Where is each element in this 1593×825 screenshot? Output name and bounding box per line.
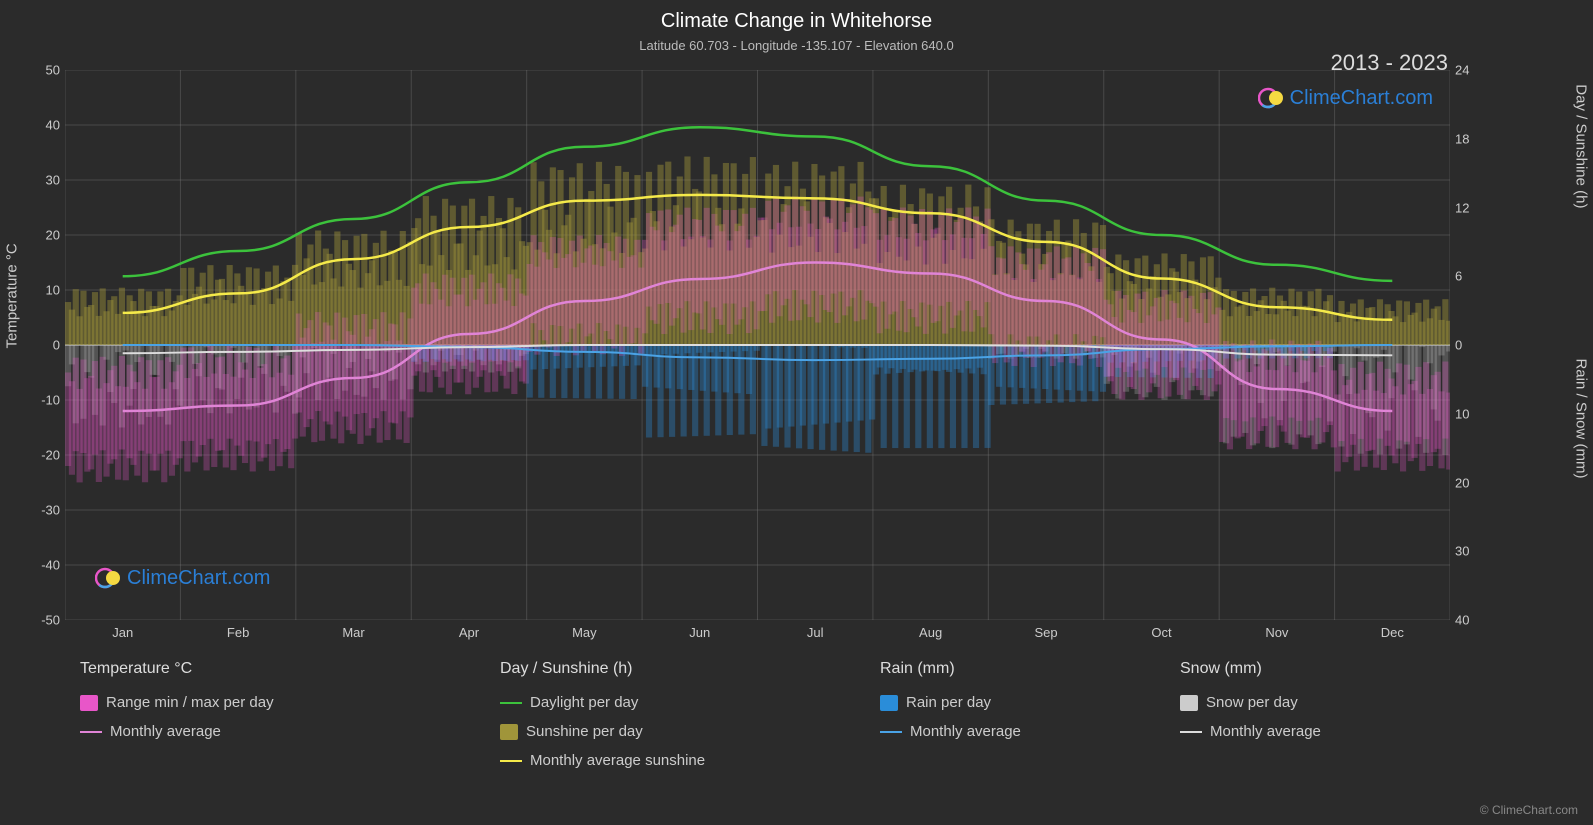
y-tick-right-bottom: 30 <box>1455 544 1469 559</box>
y-tick-right-bottom: 40 <box>1455 613 1469 628</box>
y-tick-left: 30 <box>46 173 60 188</box>
y-tick-right-top: 6 <box>1455 269 1462 284</box>
x-tick: Apr <box>459 625 479 640</box>
legend-column: Snow (mm) Snow per day Monthly average <box>1180 660 1480 769</box>
watermark-text: ClimeChart.com <box>1290 87 1433 110</box>
y-tick-right-top: 18 <box>1455 131 1469 146</box>
copyright-label: © ClimeChart.com <box>1480 803 1578 817</box>
y-tick-left: -40 <box>41 558 60 573</box>
x-tick: Nov <box>1265 625 1288 640</box>
legend-label: Sunshine per day <box>526 723 643 740</box>
x-tick: Aug <box>919 625 942 640</box>
legend-swatch <box>1180 731 1202 733</box>
legend-swatch <box>80 731 102 733</box>
x-tick: Mar <box>342 625 364 640</box>
legend-swatch <box>500 702 522 704</box>
legend-label: Snow per day <box>1206 694 1298 711</box>
legend-column: Temperature °C Range min / max per day Mon… <box>80 660 500 769</box>
y-tick-left: 50 <box>46 63 60 78</box>
watermark-top-right: ClimeChart.com <box>1258 85 1433 111</box>
x-tick: Jan <box>112 625 133 640</box>
y-tick-left: -50 <box>41 613 60 628</box>
legend-swatch <box>880 731 902 733</box>
legend-header: Temperature °C <box>80 660 500 678</box>
x-tick: Jun <box>689 625 710 640</box>
legend-label: Monthly average <box>110 723 221 740</box>
logo-icon <box>1258 85 1284 111</box>
y-tick-right-top: 24 <box>1455 63 1469 78</box>
legend-item: Rain per day <box>880 694 1180 711</box>
legend: Temperature °C Range min / max per day Mon… <box>80 660 1530 769</box>
legend-item: Snow per day <box>1180 694 1480 711</box>
y-axis-right-top-label: Day / Sunshine (h) <box>1573 84 1590 208</box>
legend-swatch <box>1180 695 1198 711</box>
watermark-text: ClimeChart.com <box>127 567 270 590</box>
y-tick-right-bottom: 20 <box>1455 475 1469 490</box>
y-axis-right-bottom-label: Rain / Snow (mm) <box>1573 358 1590 478</box>
y-tick-right-top: 12 <box>1455 200 1469 215</box>
y-tick-right-top: 0 <box>1455 338 1462 353</box>
legend-label: Monthly average <box>1210 723 1321 740</box>
legend-header: Day / Sunshine (h) <box>500 660 880 678</box>
legend-label: Rain per day <box>906 694 991 711</box>
logo-icon <box>95 565 121 591</box>
legend-item: Daylight per day <box>500 694 880 711</box>
legend-column: Rain (mm) Rain per day Monthly average <box>880 660 1180 769</box>
y-tick-left: -10 <box>41 393 60 408</box>
y-tick-left: 10 <box>46 283 60 298</box>
legend-item: Monthly average <box>880 723 1180 740</box>
legend-item: Monthly average sunshine <box>500 752 880 769</box>
legend-swatch <box>80 695 98 711</box>
legend-header: Snow (mm) <box>1180 660 1480 678</box>
chart-title: Climate Change in Whitehorse <box>0 10 1593 33</box>
y-tick-left: -30 <box>41 503 60 518</box>
y-tick-left: 20 <box>46 228 60 243</box>
y-axis-left-label: Temperature °C <box>4 243 21 348</box>
x-tick: Dec <box>1381 625 1404 640</box>
y-tick-left: 0 <box>53 338 60 353</box>
x-tick: May <box>572 625 597 640</box>
y-tick-right-bottom: 10 <box>1455 406 1469 421</box>
x-tick: Jul <box>807 625 824 640</box>
legend-item: Sunshine per day <box>500 723 880 740</box>
legend-label: Monthly average <box>910 723 1021 740</box>
legend-item: Monthly average <box>80 723 500 740</box>
legend-swatch <box>500 724 518 740</box>
chart-svg <box>65 70 1450 620</box>
legend-header: Rain (mm) <box>880 660 1180 678</box>
legend-item: Range min / max per day <box>80 694 500 711</box>
legend-label: Range min / max per day <box>106 694 274 711</box>
legend-item: Monthly average <box>1180 723 1480 740</box>
legend-column: Day / Sunshine (h) Daylight per day Sunshi… <box>500 660 880 769</box>
x-tick: Sep <box>1034 625 1057 640</box>
x-tick: Feb <box>227 625 249 640</box>
legend-swatch <box>880 695 898 711</box>
watermark-bottom-left: ClimeChart.com <box>95 565 270 591</box>
legend-label: Monthly average sunshine <box>530 752 705 769</box>
chart-plot-area <box>65 70 1450 620</box>
legend-label: Daylight per day <box>530 694 638 711</box>
y-tick-left: 40 <box>46 118 60 133</box>
x-tick: Oct <box>1151 625 1171 640</box>
y-tick-left: -20 <box>41 448 60 463</box>
legend-swatch <box>500 760 522 762</box>
